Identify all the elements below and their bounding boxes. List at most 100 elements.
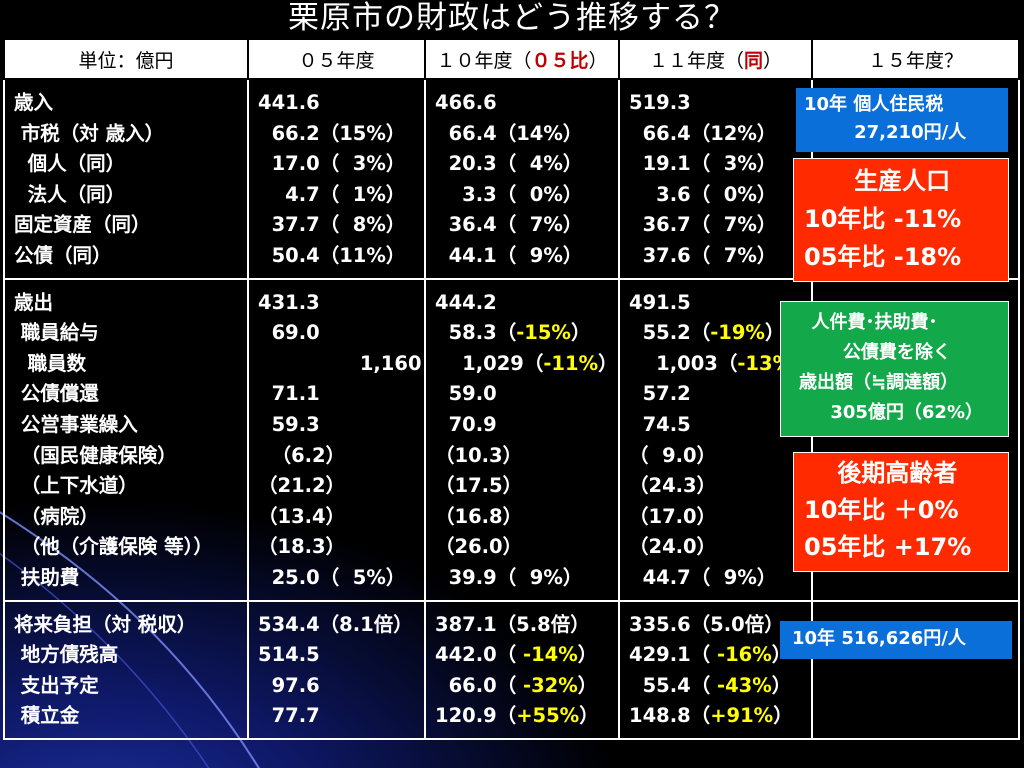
fy10-value: 36.4（ 7%） (435, 213, 583, 237)
fy05-value: 66.2（15%） (258, 121, 406, 145)
row-label: 公債（同） (14, 243, 112, 267)
fy10-value: 442.0（ -14%） (435, 643, 598, 667)
header-row: 単位：億円 ０５年度 １０年度（０５比） １１年度（同） １５年度？ (3, 38, 1020, 80)
row-label: 扶助費 (14, 565, 80, 589)
section-row-2: 将来負担（対 税収） 地方債残高 支出予定 積立金 534.4（8.1倍） 514.… (3, 599, 1020, 740)
row-label: 将来負担（対 税収） (14, 612, 197, 636)
fy10-value: 44.1（ 9%） (435, 243, 583, 267)
future-burden-box: 10年 516,626円/人 (780, 621, 1012, 659)
fy05-value: 441.6 (258, 91, 320, 114)
row-label: 公営事業繰入 (14, 412, 138, 436)
fy11-value: 36.7（ 7%） (629, 213, 777, 237)
row-label: 歳入 (14, 91, 54, 114)
fy11-value: 148.8（+91%） (629, 704, 793, 728)
fy10-value: 70.9 (435, 412, 497, 436)
row-label: 市税（対 歳入） (14, 121, 165, 145)
fy10-cell: 466.6 66.4（14%） 20.3（ 4%） 3.3（ 0%） 36.4（… (424, 78, 620, 280)
row-label: 地方債残高 (14, 643, 119, 667)
fy05-value: 1,160 (258, 351, 422, 375)
fy10-value: （10.3） (435, 443, 523, 467)
fy10-value: 66.0（ -32%） (435, 673, 598, 697)
fy11-value: 3.6（ 0%） (629, 182, 777, 206)
row-label: （上下水道） (14, 474, 138, 498)
fy10-value: 59.0 (435, 382, 497, 406)
label-cell: 将来負担（対 税収） 地方債残高 支出予定 積立金 (3, 599, 249, 740)
fy05-value: 534.4（8.1倍） (258, 612, 413, 636)
fy05-value: 431.3 (258, 290, 320, 314)
population-box: 生産人口 10年比 -11% 05年比 -18% (793, 158, 1009, 282)
fy10-value: 3.3（ 0%） (435, 182, 583, 206)
row-label: 個人（同） (14, 152, 126, 176)
slide-title: 栗原市の財政はどう推移する？ (288, 0, 736, 36)
fy10-value: 39.9（ 9%） (435, 565, 583, 589)
fy10-value: 120.9（+55%） (435, 704, 599, 728)
fy05-value: 50.4（11%） (258, 243, 406, 267)
fy05-value: 59.3 (258, 412, 320, 436)
row-label: 支出予定 (14, 673, 99, 697)
fy05-value: （6.2） (258, 443, 346, 467)
row-label: 公債償還 (14, 382, 99, 406)
elderly-box: 後期高齢者 10年比 ＋0% 05年比 +17% (793, 452, 1009, 572)
fy05-value: （18.3） (258, 535, 346, 559)
fy10-value: 58.3（-15%） (435, 321, 591, 345)
fy11-value: 66.4（12%） (629, 121, 777, 145)
row-label: （国民健康保険） (14, 443, 177, 467)
fy11-value: 55.2（-19%） (629, 321, 785, 345)
fy10-cell: 444.2 58.3（-15%） 1,029（-11%） 59.0 70.9 （1… (424, 277, 620, 602)
fy05-value: 71.1 (258, 382, 320, 406)
fy11-value: 74.5 (629, 412, 691, 436)
fy10-value: 466.6 (435, 91, 497, 114)
fy11-cell: 491.5 55.2（-19%） 1,003（-13% 57.2 74.5 （ 9… (618, 277, 813, 602)
fy11-value: 335.6（5.0倍） (629, 612, 784, 636)
procurement-box: 人件費･扶助費･ 公債費を除く 歳出額（≒調達額） 305億円（62%） (780, 301, 1009, 437)
fy05-cell: 431.3 69.0 1,160 71.1 59.3 （6.2） （21.2） （1… (247, 277, 426, 602)
fy05-value: 37.7（ 8%） (258, 213, 406, 237)
label-cell: 歳入 市税（対 歳入） 個人（同） 法人（同） 固定資産（同） 公債（同） (3, 78, 249, 280)
row-label: 職員数 (14, 351, 87, 375)
fy11-value: 44.7（ 9%） (629, 565, 777, 589)
header-unit: 単位：億円 (3, 38, 249, 80)
fy11-value: （17.0） (629, 504, 717, 528)
fy05-value: （13.4） (258, 504, 346, 528)
header-fy10: １０年度（０５比） (424, 38, 620, 80)
fy05-value: 97.6 (258, 673, 320, 697)
fy10-value: 20.3（ 4%） (435, 152, 583, 176)
fy10-value: 66.4（14%） (435, 121, 583, 145)
fy10-value: （17.5） (435, 474, 523, 498)
row-label: （病院） (14, 504, 99, 528)
fy11-value: 519.3 (629, 91, 691, 114)
resident-tax-box: 10年 個人住民税 27,210円/人 (796, 88, 1008, 152)
fy11-value: 55.4（ -43%） (629, 673, 792, 697)
fy05-value: 25.0（ 5%） (258, 565, 406, 589)
header-fy11: １１年度（同） (618, 38, 813, 80)
fy10-value: （26.0） (435, 535, 523, 559)
fy10-cell: 387.1（5.8倍） 442.0（ -14%） 66.0（ -32%） 120.9… (424, 599, 620, 740)
row-label: 積立金 (14, 704, 80, 728)
fy10-value: 1,029（-11%） (435, 351, 618, 375)
fy11-value: （24.0） (629, 535, 717, 559)
fy11-cell: 519.3 66.4（12%） 19.1（ 3%） 3.6（ 0%） 36.7（… (618, 78, 813, 280)
fy05-cell: 534.4（8.1倍） 514.5 97.6 77.7 (247, 599, 426, 740)
fy10-value: （16.8） (435, 504, 523, 528)
fy11-value: 491.5 (629, 290, 691, 314)
fy11-value: 57.2 (629, 382, 691, 406)
fy10-value: 444.2 (435, 290, 497, 314)
row-label: 法人（同） (14, 182, 126, 206)
fy05-value: 514.5 (258, 643, 320, 667)
fy11-value: （24.3） (629, 474, 717, 498)
row-label: 職員給与 (14, 321, 99, 345)
row-label: 歳出 (14, 290, 54, 314)
fy05-value: （21.2） (258, 474, 346, 498)
fy11-value: 1,003（-13% (629, 351, 793, 375)
fy11-value: 429.1（ -16%） (629, 643, 791, 667)
label-cell: 歳出 職員給与 職員数 公債償還 公営事業繰入 （国民健康保険） （上下水道） … (3, 277, 249, 602)
header-fy15: １５年度？ (811, 38, 1020, 80)
fy11-value: 19.1（ 3%） (629, 152, 777, 176)
fy11-value: 37.6（ 7%） (629, 243, 777, 267)
fy05-value: 4.7（ 1%） (258, 182, 406, 206)
fy05-value: 69.0 (258, 321, 320, 345)
fy05-value: 77.7 (258, 704, 320, 728)
fy05-value: 17.0（ 3%） (258, 152, 406, 176)
row-label: 固定資産（同） (14, 213, 151, 237)
fy10-value: 387.1（5.8倍） (435, 612, 590, 636)
